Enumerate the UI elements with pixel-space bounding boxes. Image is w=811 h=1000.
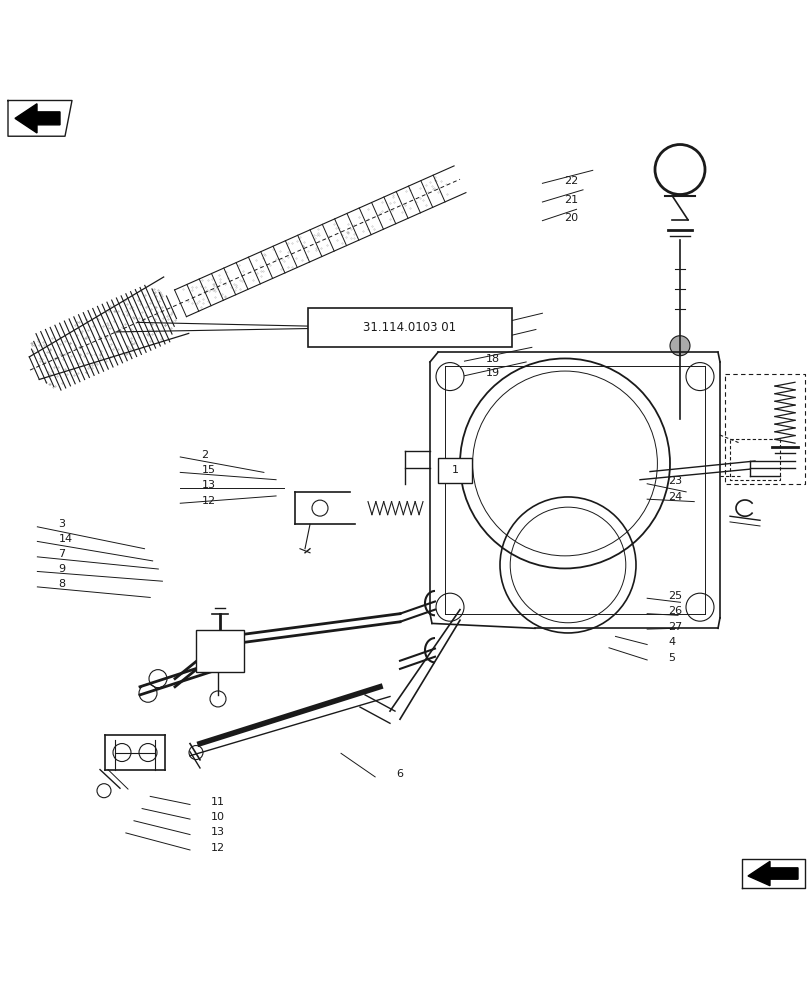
FancyBboxPatch shape — [195, 630, 243, 672]
Text: 12: 12 — [211, 843, 225, 853]
Text: 31.114.0103 01: 31.114.0103 01 — [363, 321, 456, 334]
Text: 12: 12 — [201, 496, 215, 506]
Text: 18: 18 — [485, 354, 499, 364]
Text: 20: 20 — [564, 213, 577, 223]
Text: 26: 26 — [667, 606, 681, 616]
Text: 11: 11 — [211, 797, 225, 807]
Text: 1: 1 — [451, 465, 458, 475]
Polygon shape — [15, 104, 60, 133]
Text: 23: 23 — [667, 476, 681, 486]
FancyBboxPatch shape — [438, 458, 471, 483]
Text: 7: 7 — [58, 549, 66, 559]
Polygon shape — [747, 861, 797, 886]
Text: 9: 9 — [58, 564, 66, 574]
Text: 3: 3 — [58, 519, 66, 529]
Text: 10: 10 — [211, 812, 225, 822]
Text: 2: 2 — [201, 450, 208, 460]
Circle shape — [669, 336, 689, 356]
Text: 24: 24 — [667, 492, 682, 502]
Text: 25: 25 — [667, 591, 681, 601]
Text: 4: 4 — [667, 637, 675, 647]
Text: 19: 19 — [485, 368, 499, 378]
Text: 21: 21 — [564, 195, 577, 205]
Text: 22: 22 — [564, 176, 578, 186]
Text: 15: 15 — [201, 465, 215, 475]
Text: 16: 16 — [485, 324, 499, 334]
Text: 5: 5 — [667, 653, 675, 663]
Text: 8: 8 — [58, 579, 66, 589]
Text: 27: 27 — [667, 622, 682, 632]
Text: 17: 17 — [485, 339, 499, 349]
Text: 6: 6 — [396, 769, 403, 779]
Text: 14: 14 — [58, 534, 72, 544]
Text: 13: 13 — [211, 827, 225, 837]
Text: 13: 13 — [201, 480, 215, 490]
FancyBboxPatch shape — [308, 308, 511, 347]
